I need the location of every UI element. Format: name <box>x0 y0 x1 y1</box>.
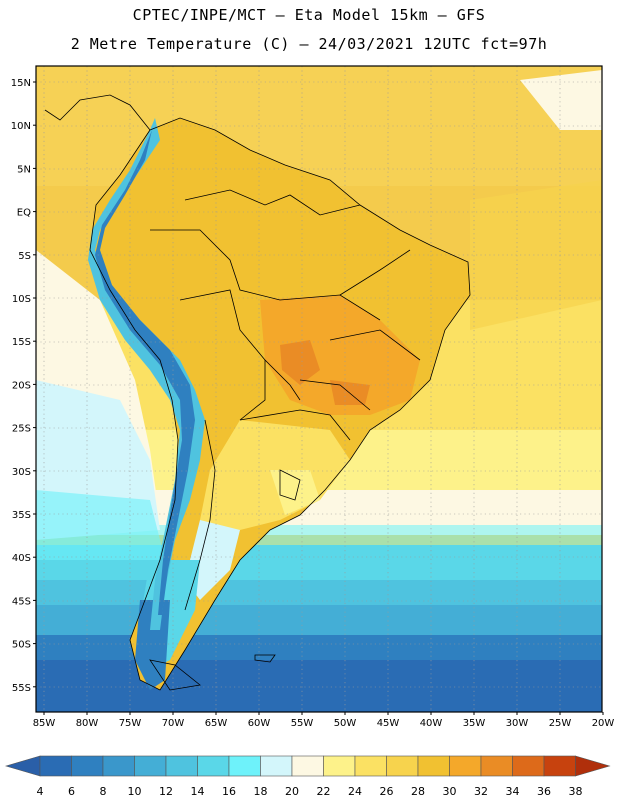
colorbar-level-label: 14 <box>191 785 205 798</box>
lon-label: 85W <box>33 718 56 729</box>
lon-label: 35W <box>463 718 486 729</box>
colorbar-arrow-low <box>4 755 41 777</box>
lon-label: 20W <box>592 718 615 729</box>
lat-label: 50S <box>12 640 31 651</box>
colorbar-swatch <box>39 755 72 777</box>
longitude-labels: 85W 80W 75W 70W 65W 60W 55W 50W 45W 40W 35W 30W 25W 2… <box>33 712 615 729</box>
colorbar-arrow-high <box>575 755 611 777</box>
colorbar-level-label: 12 <box>159 785 173 798</box>
lat-label: 10S <box>12 294 31 305</box>
lon-label: 30W <box>506 718 529 729</box>
lat-label: 40S <box>12 553 31 564</box>
lon-label: 65W <box>205 718 228 729</box>
colorbar-level-label: 20 <box>285 785 299 798</box>
colorbar-level-label: 26 <box>380 785 394 798</box>
colorbar-labels: 4 6 8 10 12 14 16 18 20 22 24 26 28 30 32 34 36 38 <box>37 785 583 798</box>
colorbar-level-label: 28 <box>411 785 425 798</box>
colorbar-swatch <box>197 755 230 777</box>
lon-label: 80W <box>76 718 99 729</box>
lat-label: 10N <box>11 121 31 132</box>
colorbar-swatch <box>71 755 104 777</box>
colorbar-swatch <box>417 755 450 777</box>
colorbar-swatch <box>386 755 419 777</box>
map-frame <box>35 65 603 713</box>
lat-label: 15N <box>11 78 31 89</box>
colorbar-level-label: 18 <box>254 785 268 798</box>
lat-label: 5S <box>18 251 31 262</box>
lat-label: 35S <box>12 510 31 521</box>
colorbar-level-label: 6 <box>68 785 75 798</box>
colorbar-swatch <box>134 755 167 777</box>
colorbar-level-label: 24 <box>348 785 362 798</box>
colorbar-level-label: 38 <box>569 785 583 798</box>
lat-label: 20S <box>12 380 31 391</box>
colorbar-level-label: 8 <box>100 785 107 798</box>
title-line-2: 2 Metre Temperature (C) – 24/03/2021 12U… <box>70 35 548 53</box>
colorbar-level-label: 34 <box>506 785 520 798</box>
colorbar-level-label: 30 <box>443 785 457 798</box>
lon-label: 25W <box>549 718 572 729</box>
colorbar-level-label: 32 <box>474 785 488 798</box>
latitude-labels: 15N 10N 5N EQ 5S 10S 15S 20S 25S 30S 35S 40S 45S 50S 5… <box>11 78 36 694</box>
lat-label: 25S <box>12 424 31 435</box>
colorbar <box>4 755 611 777</box>
lon-label: 60W <box>248 718 271 729</box>
colorbar-level-label: 16 <box>222 785 236 798</box>
lon-label: 75W <box>119 718 142 729</box>
colorbar-swatch <box>512 755 545 777</box>
graticule <box>36 66 602 712</box>
colorbar-swatch <box>260 755 293 777</box>
colorbar-level-label: 22 <box>317 785 331 798</box>
lat-label: EQ <box>17 208 31 219</box>
colorbar-swatch <box>102 755 135 777</box>
lat-label: 30S <box>12 467 31 478</box>
colorbar-level-label: 4 <box>37 785 44 798</box>
colorbar-swatch <box>543 755 576 777</box>
lon-label: 55W <box>291 718 314 729</box>
colorbar-level-label: 36 <box>537 785 551 798</box>
lon-label: 45W <box>377 718 400 729</box>
lon-label: 50W <box>334 718 357 729</box>
colorbar-level-label: 10 <box>128 785 142 798</box>
colorbar-swatch <box>354 755 387 777</box>
lat-label: 15S <box>12 337 31 348</box>
lat-label: 5N <box>17 164 31 175</box>
coastlines-and-borders <box>44 94 471 691</box>
lon-label: 40W <box>420 718 443 729</box>
lat-label: 45S <box>12 596 31 607</box>
colorbar-swatch <box>449 755 482 777</box>
lon-label: 70W <box>162 718 185 729</box>
colorbar-swatch <box>480 755 513 777</box>
colorbar-swatch <box>323 755 356 777</box>
colorbar-swatch <box>291 755 324 777</box>
temperature-field <box>36 66 602 712</box>
colorbar-swatch <box>228 755 261 777</box>
lat-label: 55S <box>12 683 31 694</box>
title-line-1: CPTEC/INPE/MCT – Eta Model 15km – GFS <box>132 6 486 24</box>
colorbar-swatch <box>165 755 198 777</box>
